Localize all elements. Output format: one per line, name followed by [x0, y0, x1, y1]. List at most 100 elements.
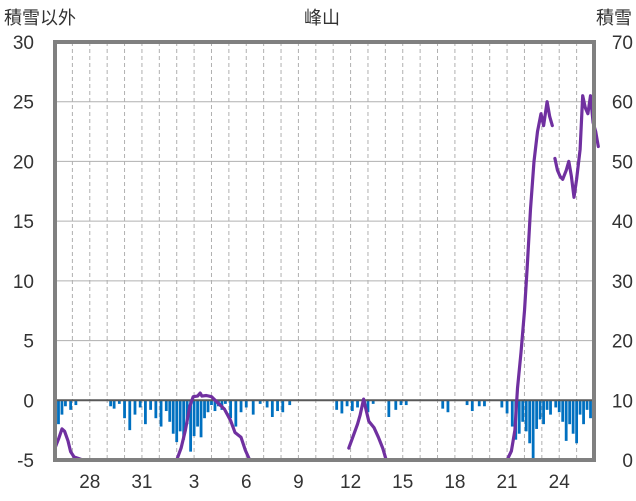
- bar: [281, 400, 285, 413]
- bar: [69, 400, 73, 410]
- x-tick-label: 6: [241, 472, 252, 493]
- bar: [335, 400, 339, 410]
- bar: [554, 400, 558, 408]
- bar: [571, 400, 575, 434]
- bar: [366, 400, 370, 413]
- x-tick-label: 18: [444, 472, 465, 493]
- bar: [505, 400, 509, 414]
- bar: [270, 400, 274, 418]
- bar: [528, 400, 532, 444]
- bar: [564, 400, 568, 441]
- bar: [371, 400, 375, 404]
- bar: [535, 400, 539, 429]
- bar: [60, 400, 64, 415]
- bar: [182, 400, 186, 440]
- bar: [399, 400, 403, 406]
- bar: [175, 400, 179, 443]
- line-segment: [53, 391, 356, 462]
- left-tick-label: 20: [13, 152, 34, 173]
- bar: [223, 400, 227, 404]
- bar: [57, 400, 60, 425]
- x-tick-label: 12: [340, 472, 361, 493]
- bar: [589, 400, 592, 419]
- bar: [206, 400, 210, 413]
- bar: [568, 400, 572, 425]
- bar: [557, 400, 561, 413]
- bar: [265, 400, 269, 408]
- bar: [203, 400, 206, 419]
- right-tick-label: 70: [612, 33, 633, 54]
- bar: [465, 400, 469, 406]
- bar: [575, 400, 579, 444]
- bar: [578, 400, 582, 415]
- bar: [74, 400, 78, 406]
- bar: [524, 400, 528, 432]
- bar: [138, 400, 142, 408]
- bar: [350, 400, 354, 412]
- bar: [144, 400, 147, 425]
- chart-title: 峰山: [304, 8, 340, 29]
- bar: [356, 400, 359, 408]
- vertical-gridlines: [71, 42, 578, 460]
- right-tick-label: 10: [612, 391, 633, 412]
- left-axis-ticks: 30 25 20 15 10 5 0 -5: [13, 33, 34, 472]
- right-tick-label: 20: [612, 332, 633, 353]
- bar: [154, 400, 158, 419]
- x-tick-label: 3: [189, 472, 200, 493]
- bar: [538, 400, 542, 420]
- right-tick-label: 60: [612, 93, 633, 114]
- right-axis-title: 積雪: [596, 8, 632, 29]
- bar: [168, 400, 172, 422]
- line-segment: [553, 94, 600, 199]
- bar: [340, 400, 344, 414]
- bar: [549, 400, 552, 415]
- left-axis-title: 積雪以外: [4, 8, 76, 29]
- bar: [128, 400, 132, 431]
- bar: [521, 400, 525, 422]
- bar: [404, 400, 408, 406]
- bar: [117, 400, 121, 404]
- bar: [178, 400, 182, 432]
- bar: [213, 400, 217, 412]
- left-tick-label: 15: [13, 212, 34, 233]
- bar: [164, 400, 168, 412]
- left-tick-label: 0: [23, 391, 34, 412]
- bar: [582, 400, 585, 425]
- bar: [483, 400, 486, 407]
- bar: [542, 400, 545, 425]
- x-axis-ticks: 28 31 3 6 9 12 15 18 21 24: [79, 472, 570, 493]
- bar: [192, 400, 196, 437]
- bar: [446, 400, 450, 413]
- plot-frame: [53, 40, 596, 462]
- bar: [149, 400, 153, 410]
- bar: [345, 400, 349, 407]
- bar: [64, 400, 67, 407]
- bar: [199, 400, 203, 438]
- bar: [123, 400, 126, 419]
- line-series: [53, 94, 600, 462]
- left-tick-label: 30: [13, 33, 34, 54]
- bar: [244, 400, 248, 408]
- x-tick-label: 24: [549, 472, 571, 493]
- bar: [171, 400, 175, 434]
- bar: [251, 400, 255, 415]
- right-axis-ticks: 70 60 50 40 30 20 10 0: [612, 33, 633, 472]
- bar: [109, 400, 113, 407]
- x-tick-label: 9: [293, 472, 304, 493]
- x-tick-label: 31: [131, 472, 152, 493]
- right-tick-label: 50: [612, 152, 633, 173]
- bar: [561, 400, 565, 422]
- x-tick-label: 15: [392, 472, 413, 493]
- bar: [133, 400, 137, 415]
- bar: [258, 400, 262, 404]
- bar: [210, 400, 213, 406]
- bar: [585, 400, 589, 410]
- left-tick-label: 10: [13, 272, 34, 293]
- bar: [229, 400, 233, 419]
- bar: [159, 400, 163, 427]
- bar: [189, 400, 193, 452]
- right-tick-label: 0: [622, 451, 633, 472]
- bar: [477, 400, 481, 407]
- left-tick-label: 25: [13, 93, 34, 114]
